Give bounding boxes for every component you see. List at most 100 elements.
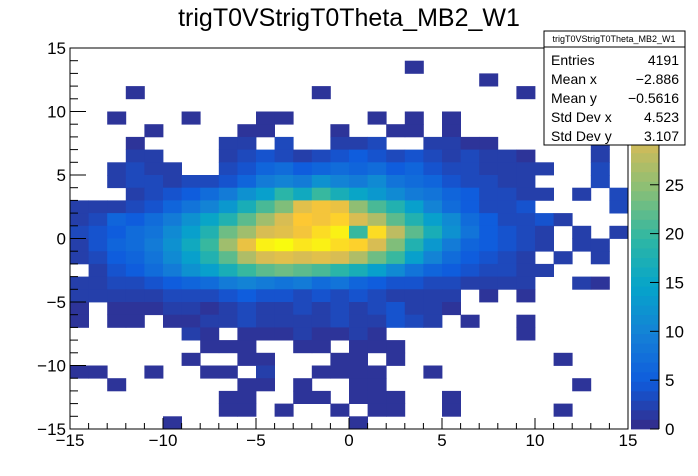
stats-rows: Entries 4191 Mean x −2.886 Mean y −0.5616 Std … (551, 52, 679, 144)
heatmap-cell (404, 162, 424, 176)
heatmap-cell (460, 314, 480, 328)
heatmap-cell (330, 263, 350, 277)
heatmap-cell (256, 251, 275, 265)
heatmap-cell (349, 238, 368, 252)
heatmap-cell (349, 149, 368, 163)
heatmap-cell (367, 289, 387, 303)
heatmap-cell (88, 225, 108, 239)
heatmap-cell (516, 276, 536, 290)
heatmap-cell (163, 187, 182, 201)
heatmap-cell (274, 238, 294, 252)
heatmap-cell (200, 314, 220, 328)
heatmap-cell (516, 200, 536, 214)
x-tick-label: −15 (56, 431, 85, 450)
stats-box: trigT0VStrigT0Theta_MB2_W1 Entries 4191 Me… (543, 30, 686, 146)
heatmap-cell (144, 276, 164, 290)
heatmap-cell (330, 225, 350, 239)
heatmap-cell (367, 149, 387, 163)
heatmap-cell (386, 390, 406, 404)
heatmap-cell (590, 162, 610, 176)
heatmap-cell (237, 162, 257, 176)
heatmap-cell (535, 162, 554, 176)
heatmap-cell (88, 289, 108, 303)
heatmap-cell (572, 187, 592, 201)
heatmap-cell (256, 187, 275, 201)
heatmap-cell (330, 302, 350, 316)
heatmap-cell (163, 302, 182, 316)
heatmap-cell (442, 263, 461, 277)
heatmap-cell (386, 263, 406, 277)
heatmap-cell (274, 327, 294, 341)
color-scale-label: 25 (665, 176, 684, 195)
color-scale-segment (631, 257, 659, 268)
heatmap-cell (423, 187, 443, 201)
heatmap-cell (367, 187, 387, 201)
heatmap-cell (386, 238, 406, 252)
color-scale-segment (631, 362, 659, 373)
heatmap-cell (144, 187, 164, 201)
heatmap-cell (423, 314, 443, 328)
heatmap-cell (535, 187, 554, 201)
heatmap-cell (88, 213, 108, 227)
heatmap-cell (349, 200, 368, 214)
heatmap-cell (107, 289, 127, 303)
heatmap-cell (479, 200, 499, 214)
heatmap-cell (404, 251, 424, 265)
heatmap-cell (386, 302, 406, 316)
heatmap-cell (479, 162, 499, 176)
color-scale-segment (631, 171, 659, 182)
heatmap-cell (293, 340, 313, 354)
heatmap-cell (181, 314, 201, 328)
heatmap-cell (460, 225, 480, 239)
stats-value: −0.5616 (628, 90, 679, 106)
heatmap-cell (107, 314, 127, 328)
heatmap-cell (367, 365, 387, 379)
color-scale-segment (631, 419, 659, 430)
heatmap-cell (479, 251, 499, 265)
heatmap-cell (497, 187, 517, 201)
heatmap-cell (367, 225, 387, 239)
color-scale-segment (631, 162, 659, 173)
heatmap-cell (386, 200, 406, 214)
heatmap-cell (442, 302, 461, 316)
heatmap-cell (107, 175, 127, 189)
heatmap-cell (144, 251, 164, 265)
heatmap-cell (293, 263, 313, 277)
color-scale-label: 20 (665, 225, 684, 244)
heatmap-cell (274, 276, 294, 290)
heatmap-cell (349, 276, 368, 290)
heatmap-cell (460, 276, 480, 290)
heatmap-cell (88, 263, 108, 277)
heatmap-cell (107, 302, 127, 316)
heatmap-cell (237, 352, 257, 366)
heatmap-cell (349, 162, 368, 176)
heatmap-cell (311, 340, 331, 354)
heatmap-cell (386, 124, 406, 138)
heatmap-cell (572, 276, 592, 290)
heatmap-cell (237, 289, 257, 303)
x-axis-tick-labels: −15 −10 −5 0 5 10 15 (56, 431, 638, 450)
heatmap-cell (274, 175, 294, 189)
heatmap-cell (218, 263, 238, 277)
heatmap-cell (181, 213, 201, 227)
heatmap-cell (442, 276, 461, 290)
heatmap-cell (460, 251, 480, 265)
heatmap-cell (497, 263, 517, 277)
heatmap-cell (386, 225, 406, 239)
color-scale-segment (631, 352, 659, 363)
heatmap-cell (181, 251, 201, 265)
heatmap-cell (125, 136, 145, 150)
heatmap-cell (404, 175, 424, 189)
heatmap-cell (144, 162, 164, 176)
heatmap-cell (256, 175, 275, 189)
heatmap-cell (330, 403, 350, 417)
heatmap-cell (516, 238, 536, 252)
heatmap-cell (237, 302, 257, 316)
color-scale-segment (631, 209, 659, 220)
heatmap-cell (349, 187, 368, 201)
heatmap-cell (274, 200, 294, 214)
y-tick-label: 10 (47, 103, 66, 122)
heatmap-cell (144, 200, 164, 214)
y-tick-label: −5 (47, 293, 66, 312)
heatmap-cell (460, 213, 480, 227)
